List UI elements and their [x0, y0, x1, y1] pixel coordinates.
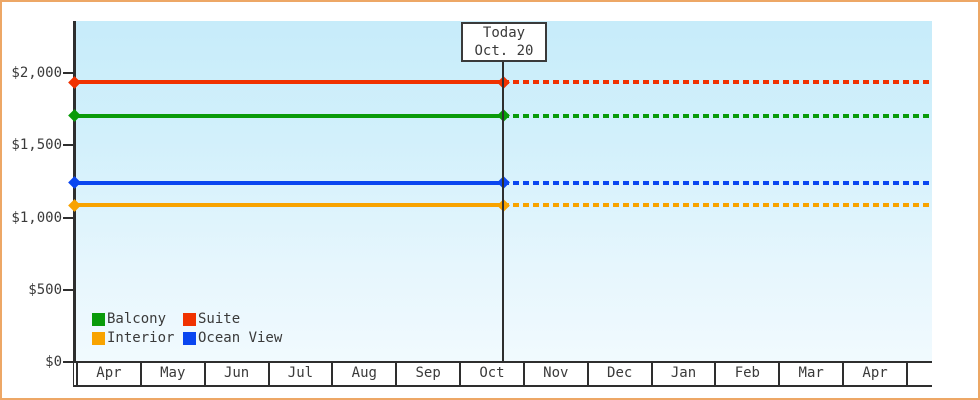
legend-label: Suite: [198, 311, 241, 327]
x-axis-month-label: Jun: [203, 363, 268, 385]
y-tick-mark: [63, 361, 74, 363]
series-line-solid: [76, 203, 502, 208]
x-axis-month-band: Apr May Jun Jul Aug Sep Oct Nov Dec Jan Feb Mar Apr: [74, 361, 932, 387]
today-marker-line: [502, 60, 504, 362]
series-line-dashed: [503, 180, 932, 185]
y-tick-label: $0: [45, 354, 62, 370]
x-axis-month-label: Mar: [778, 363, 842, 385]
y-tick-label: $1,500: [11, 137, 62, 154]
x-axis-month-label: Apr: [842, 363, 906, 385]
x-axis-month-label: Sep: [395, 363, 459, 385]
y-tick-mark: [63, 216, 74, 219]
legend-label: Balcony: [107, 311, 167, 327]
legend-item-interior: Interior: [92, 331, 183, 345]
x-axis-month-label: Jul: [267, 363, 332, 385]
legend-label: Ocean View: [198, 330, 283, 346]
x-axis-month-label: May: [139, 363, 204, 385]
x-axis-month-label: Feb: [714, 363, 778, 385]
series-line-solid: [76, 180, 502, 185]
series-line-dashed: [503, 80, 932, 85]
today-annotation-box: Today Oct. 20: [461, 22, 547, 62]
y-tick-label: $1,000: [11, 209, 62, 226]
x-axis-month-label: Nov: [522, 363, 587, 385]
legend-item-balcony: Balcony: [92, 312, 183, 326]
legend-swatch-icon: [92, 312, 105, 326]
legend: Balcony Suite Interior Ocean View: [92, 312, 282, 345]
legend-item-suite: Suite: [183, 312, 282, 326]
series-line-solid: [76, 113, 502, 118]
today-annotation-label: Today: [482, 25, 526, 41]
y-tick-label: $2,000: [11, 65, 62, 81]
legend-label: Interior: [107, 330, 175, 346]
legend-swatch-icon: [92, 331, 105, 345]
series-line-solid: [76, 80, 502, 85]
y-tick-label: $500: [28, 281, 62, 298]
y-tick-mark: [63, 288, 74, 291]
legend-swatch-icon: [183, 312, 196, 326]
x-axis-month-label: Oct: [459, 363, 523, 385]
series-line-dashed: [503, 203, 932, 208]
x-axis-month-label: Jan: [650, 363, 715, 385]
x-axis-month-filler: [905, 363, 932, 385]
x-axis-month-label: Aug: [331, 363, 395, 385]
x-axis-month-label: Dec: [586, 363, 651, 385]
y-tick-mark: [63, 144, 74, 147]
series-line-dashed: [503, 113, 932, 118]
y-tick-mark: [63, 72, 74, 74]
legend-item-ocean-view: Ocean View: [183, 331, 282, 345]
today-annotation-date: Oct. 20: [474, 43, 534, 59]
x-axis-month-label: Apr: [76, 363, 140, 385]
legend-swatch-icon: [183, 331, 196, 345]
